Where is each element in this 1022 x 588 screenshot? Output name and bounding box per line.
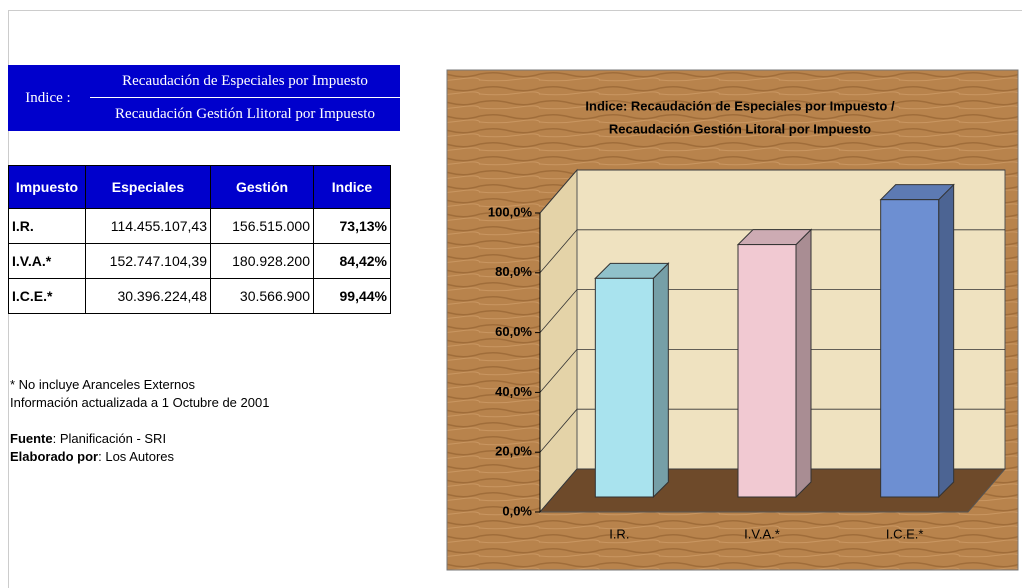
table-cell: 156.515.000 [210, 208, 314, 244]
source-text: : Planificación - SRI [52, 431, 167, 446]
y-tick-label: 0,0% [502, 503, 532, 518]
x-tick-label: I.V.A.* [744, 526, 780, 541]
source-label: Fuente [10, 431, 53, 446]
data-table: Impuesto Especiales Gestión Indice I.R. 1… [8, 165, 391, 314]
table-row: I.V.A.* 152.747.104,39 180.928.200 84,42% [8, 243, 391, 279]
table-cell: 30.396.224,48 [85, 278, 211, 314]
table-row: I.R. 114.455.107,43 156.515.000 73,13% [8, 208, 391, 244]
grid-line [539, 408, 1005, 453]
x-tick-label: I.R. [609, 526, 629, 541]
table-cell: 73,13% [313, 208, 391, 244]
y-tick-label: 100,0% [488, 204, 533, 219]
notes: * No incluye Aranceles Externos Informac… [10, 376, 269, 466]
table-cell: I.V.A.* [8, 243, 86, 279]
bar [880, 199, 940, 498]
grid-line [539, 229, 1005, 274]
y-tick-label: 60,0% [495, 324, 532, 339]
table-cell: 152.747.104,39 [85, 243, 211, 279]
author: Elaborado por: Los Autores [10, 448, 269, 466]
bar-side [652, 262, 669, 499]
table-cell: I.C.E.* [8, 278, 86, 314]
author-label: Elaborado por [10, 449, 99, 464]
bar [594, 277, 654, 498]
bar [737, 244, 797, 498]
note: Información actualizada a 1 Octubre de 2… [10, 395, 270, 410]
side-wall [539, 168, 578, 514]
author-text: : Los Autores [98, 449, 175, 464]
index-header: Indice : Recaudación de Especiales por I… [8, 65, 400, 131]
grid-line [539, 468, 1005, 513]
y-tick-label: 80,0% [495, 264, 532, 279]
table-body: I.R. 114.455.107,43 156.515.000 73,13% I.V.A… [8, 208, 391, 314]
source: Fuente: Planificación - SRI [10, 430, 269, 448]
column-header: Gestión [210, 165, 314, 209]
grid-line [539, 289, 1005, 333]
table-cell: 114.455.107,43 [85, 208, 211, 244]
bar-side [938, 183, 955, 499]
grid-line [539, 348, 1005, 393]
bar-side [795, 228, 812, 499]
chart-title: Recaudación Gestión Litoral por Impuesto [609, 121, 871, 136]
header-row: Impuesto Especiales Gestión Indice [8, 165, 391, 209]
chart-title: Indice: Recaudación de Especiales por Im… [585, 98, 895, 113]
grid-line [539, 169, 1005, 214]
index-label: Indice : [25, 89, 71, 106]
table-cell: 30.566.900 [210, 278, 314, 314]
table-cell: 99,44% [313, 278, 391, 314]
note: * No incluye Aranceles Externos [10, 377, 195, 392]
table-cell: 84,42% [313, 243, 391, 279]
x-tick-label: I.C.E.* [886, 526, 924, 541]
border [8, 10, 1022, 11]
y-tick-label: 20,0% [495, 444, 532, 459]
numerator: Recaudación de Especiales por Impuesto [90, 65, 400, 98]
table-cell: 180.928.200 [210, 243, 314, 279]
column-header: Indice [313, 165, 391, 209]
table-row: I.C.E.* 30.396.224,48 30.566.900 99,44% [8, 278, 391, 314]
denominator: Recaudación Gestión Llitoral por Impuest… [115, 105, 375, 122]
y-tick-label: 40,0% [495, 384, 532, 399]
